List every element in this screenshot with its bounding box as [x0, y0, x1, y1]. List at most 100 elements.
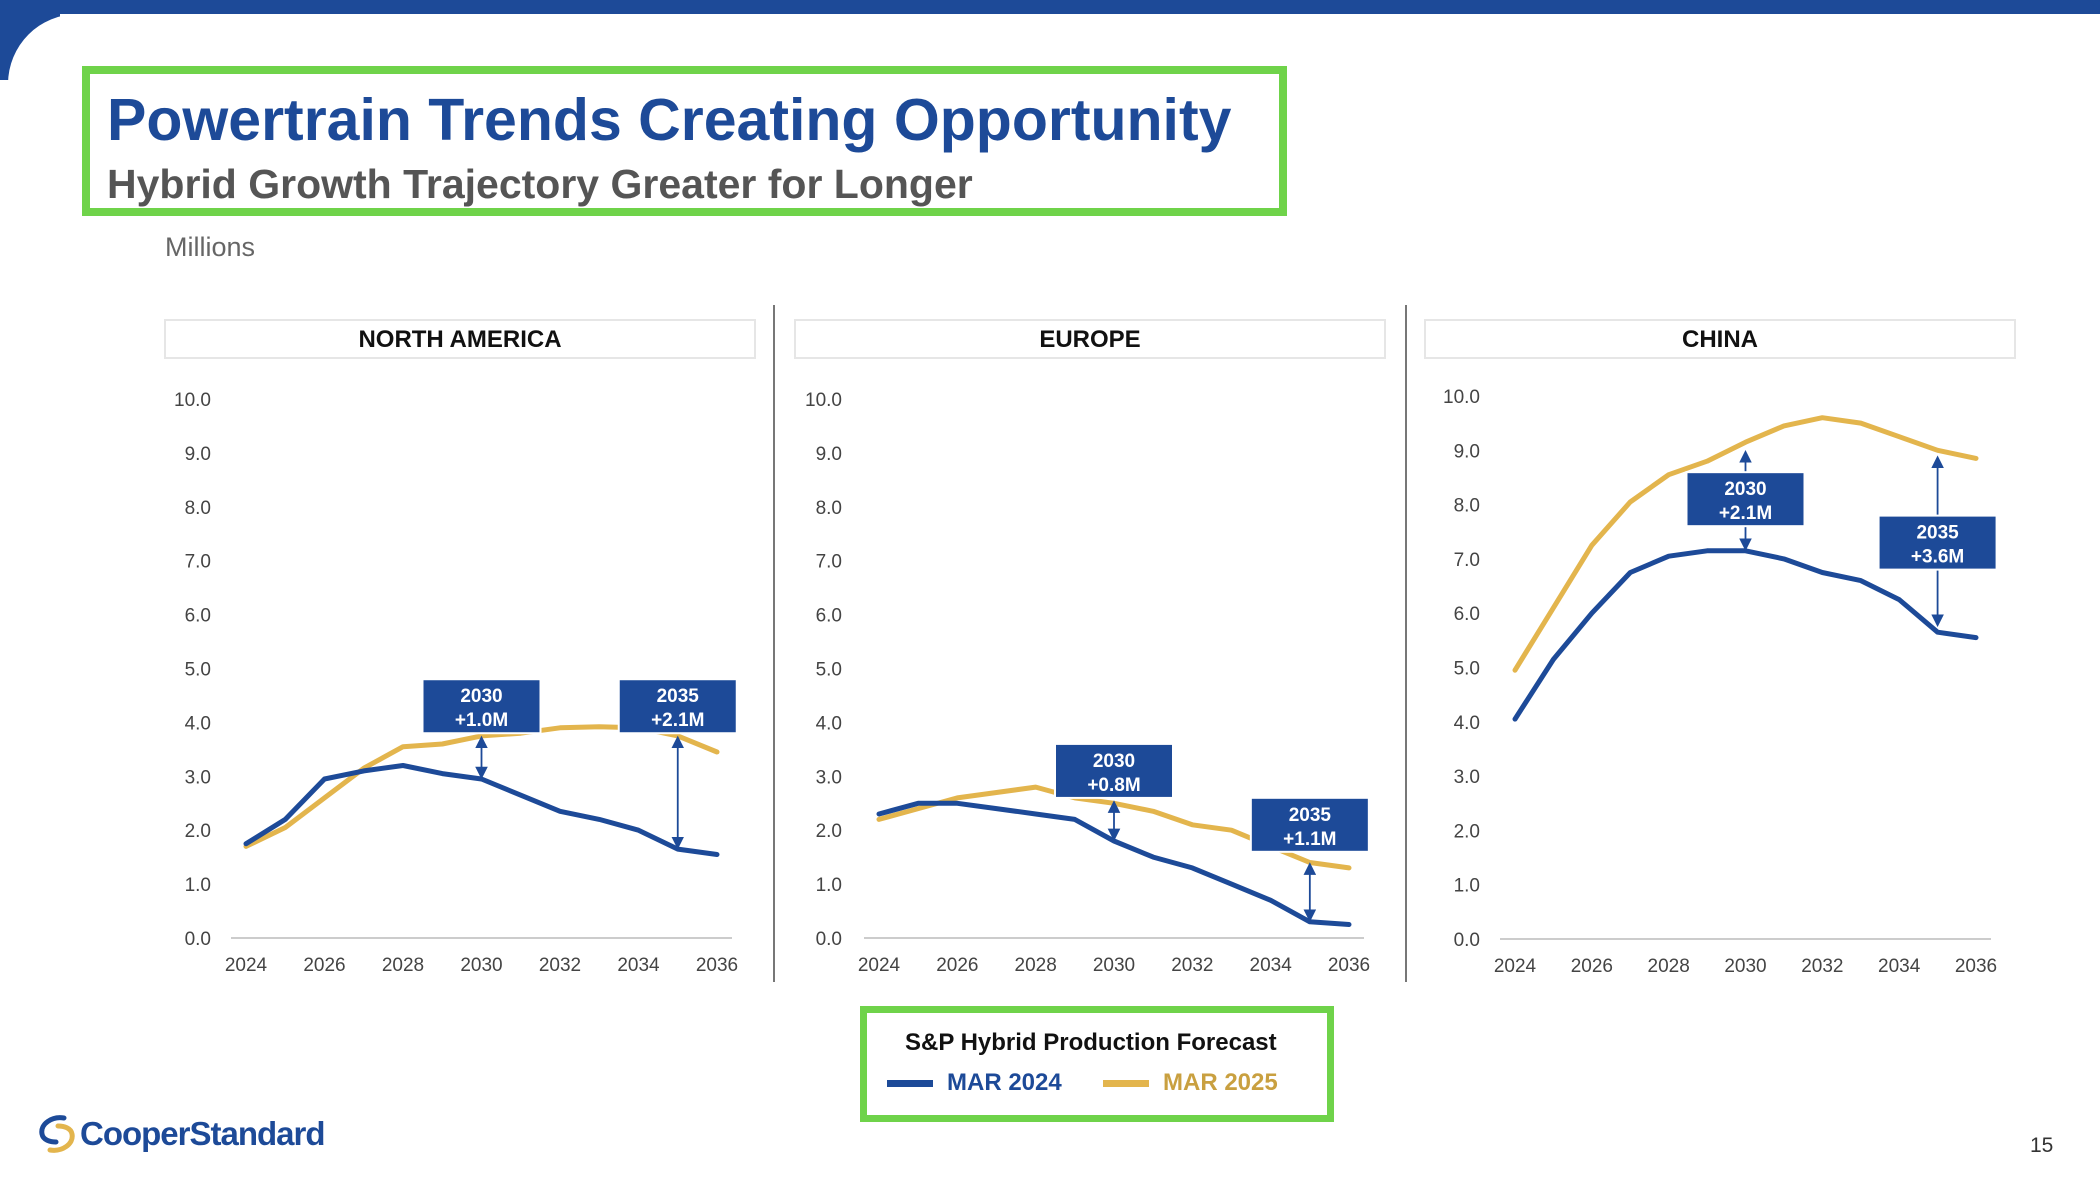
delta-callout-year: 2035: [657, 686, 700, 707]
y-tick-label: 2.0: [185, 821, 211, 842]
legend-swatch-mar-2025: [1103, 1079, 1149, 1087]
series-line-mar-2025: [1512, 415, 1979, 673]
delta-callout-year: 2035: [1289, 805, 1332, 826]
y-tick-label: 8.0: [1454, 496, 1480, 517]
slide-number: 15: [2030, 1134, 2054, 1157]
delta-callout-year: 2030: [460, 686, 502, 707]
delta-callout-year: 2030: [1093, 751, 1135, 772]
y-tick-label: 3.0: [185, 767, 211, 788]
y-tick-label: 10.0: [1443, 387, 1480, 408]
delta-callout-value: +3.6M: [1911, 547, 1964, 568]
legend-label-mar-2025: MAR 2025: [1163, 1069, 1278, 1096]
y-tick-label: 7.0: [816, 552, 842, 573]
y-tick-label: 1.0: [185, 875, 211, 896]
y-tick-label: 10.0: [174, 390, 211, 411]
y-tick-label: 5.0: [816, 660, 842, 681]
y-tick-label: 2.0: [1454, 821, 1480, 842]
top-accent-bar: [0, 0, 2100, 14]
legend-swatch-mar-2024: [887, 1079, 933, 1087]
x-tick-label: 2030: [1724, 956, 1766, 977]
chart-title-china: CHINA: [1682, 326, 1758, 353]
x-tick-label: 2032: [1801, 956, 1843, 977]
page-title: Powertrain Trends Creating Opportunity: [107, 87, 1232, 153]
delta-callout-2030: [421, 678, 542, 735]
y-tick-label: 0.0: [185, 929, 211, 950]
brand-logo-icon: [39, 1115, 75, 1153]
y-tick-label: 6.0: [1454, 604, 1480, 625]
y-tick-label: 9.0: [1454, 441, 1480, 462]
y-tick-label: 6.0: [816, 606, 842, 627]
x-tick-label: 2032: [539, 955, 581, 976]
y-tick-label: 4.0: [816, 713, 842, 734]
x-tick-label: 2036: [696, 955, 738, 976]
brand-logo: CooperStandard: [34, 1112, 326, 1156]
delta-callout-value: +2.1M: [1719, 503, 1772, 524]
delta-callout-value: +0.8M: [1087, 775, 1140, 796]
legend-item-mar-2025: MAR 2025: [1103, 1069, 1278, 1097]
y-tick-label: 2.0: [816, 821, 842, 842]
title-highlight-box: Powertrain Trends Creating Opportunity H…: [82, 66, 1287, 216]
y-tick-label: 7.0: [185, 552, 211, 573]
legend: S&P Hybrid Production Forecast MAR 2024 …: [860, 1006, 1334, 1122]
y-tick-label: 8.0: [185, 498, 211, 519]
x-tick-label: 2024: [225, 955, 268, 976]
x-tick-label: 2026: [936, 955, 978, 976]
legend-label-mar-2024: MAR 2024: [947, 1069, 1062, 1096]
x-tick-label: 2034: [1878, 956, 1921, 977]
page-subtitle: Hybrid Growth Trajectory Greater for Lon…: [107, 161, 973, 207]
y-tick-label: 4.0: [1454, 713, 1480, 734]
y-tick-label: 7.0: [1454, 550, 1480, 571]
legend-title: S&P Hybrid Production Forecast: [905, 1029, 1277, 1056]
y-tick-label: 10.0: [805, 390, 842, 411]
chart-title-europe: EUROPE: [1039, 326, 1140, 353]
y-tick-label: 1.0: [816, 875, 842, 896]
y-tick-label: 3.0: [816, 767, 842, 788]
x-tick-label: 2028: [1648, 956, 1690, 977]
delta-callout-2035: [1249, 796, 1370, 853]
delta-callout-year: 2035: [1916, 523, 1959, 544]
delta-callout-2030: [1054, 742, 1174, 799]
y-tick-label: 3.0: [1454, 767, 1480, 788]
delta-callout-value: +1.1M: [1283, 829, 1336, 850]
legend-item-mar-2024: MAR 2024: [887, 1069, 1062, 1097]
brand-name: CooperStandard: [80, 1115, 326, 1152]
corner-accent: [0, 0, 128, 154]
x-tick-label: 2034: [1250, 955, 1293, 976]
y-tick-label: 9.0: [185, 444, 211, 465]
y-tick-label: 8.0: [816, 498, 842, 519]
x-tick-label: 2032: [1171, 955, 1213, 976]
x-tick-label: 2024: [858, 955, 901, 976]
delta-callout-2030: [1685, 471, 1806, 528]
x-tick-label: 2026: [303, 955, 345, 976]
y-tick-label: 9.0: [816, 444, 842, 465]
units-label: Millions: [165, 232, 256, 262]
y-tick-label: 1.0: [1454, 876, 1480, 897]
series-line-mar-2024: [1512, 548, 1979, 722]
x-tick-label: 2024: [1494, 956, 1537, 977]
series-line-mar-2024: [243, 763, 720, 857]
y-tick-label: 4.0: [185, 713, 211, 734]
delta-callout-year: 2030: [1724, 479, 1766, 500]
chart-title-north-america: NORTH AMERICA: [358, 326, 561, 353]
x-tick-label: 2026: [1571, 956, 1613, 977]
panel-header-china: [1424, 319, 2016, 359]
delta-callout-value: +2.1M: [651, 710, 704, 731]
y-tick-label: 5.0: [185, 660, 211, 681]
y-tick-label: 6.0: [185, 606, 211, 627]
panel-header-north-america: [164, 319, 756, 359]
x-tick-label: 2028: [1015, 955, 1057, 976]
x-tick-label: 2030: [1093, 955, 1135, 976]
x-tick-label: 2030: [460, 955, 502, 976]
delta-callout-2035: [1877, 514, 1998, 571]
x-tick-label: 2034: [617, 955, 660, 976]
x-tick-label: 2036: [1328, 955, 1370, 976]
panel-header-europe: [794, 319, 1386, 359]
delta-callout-value: +1.0M: [455, 710, 508, 731]
y-tick-label: 0.0: [816, 929, 842, 950]
delta-callout-2035: [617, 678, 738, 735]
y-tick-label: 5.0: [1454, 659, 1480, 680]
x-tick-label: 2036: [1955, 956, 1997, 977]
x-tick-label: 2028: [382, 955, 424, 976]
y-tick-label: 0.0: [1454, 930, 1480, 951]
